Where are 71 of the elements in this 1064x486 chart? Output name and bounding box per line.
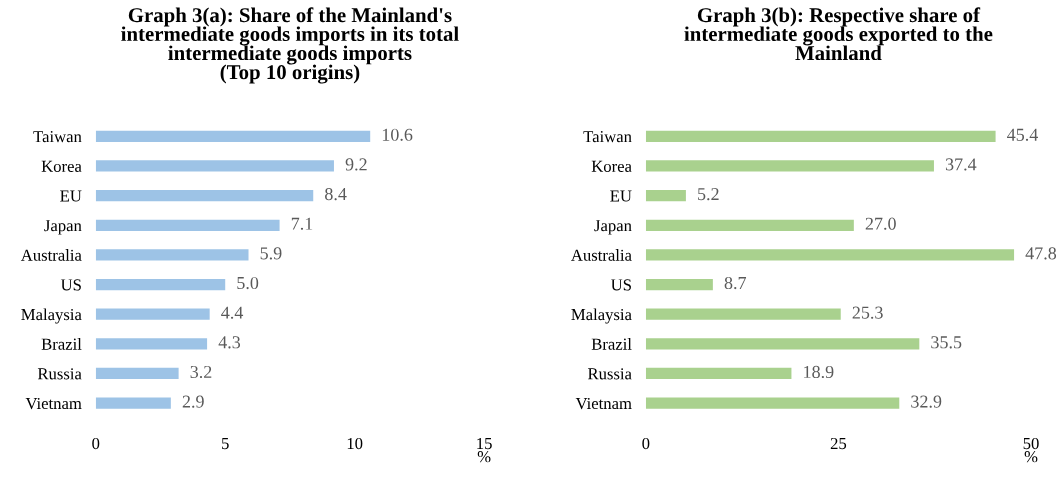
y-tick-label: Japan — [44, 220, 82, 235]
y-tick-label: Vietnam — [25, 397, 82, 410]
data-label: 32.9 — [911, 395, 942, 408]
y-tick-label: Japan — [594, 220, 632, 235]
x-tick-label: 5 — [222, 438, 229, 450]
x-axis-title: % — [1024, 451, 1038, 463]
bar — [645, 278, 713, 291]
chart-title: Graph 3(a): Share of the Mainland's intermediate goods imports in its total intermediate goods imports (Top 10 origins) — [121, 7, 459, 84]
data-label: 7.1 — [291, 217, 313, 230]
y-tick-label: Malaysia — [571, 308, 632, 324]
y-tick-label: EU — [610, 190, 632, 202]
y-tick-label: Brazil — [41, 338, 82, 350]
data-label: 27.0 — [865, 217, 896, 230]
y-tick-label: Korea — [41, 160, 82, 172]
bar — [645, 219, 854, 231]
y-tick-label: Malaysia — [21, 308, 82, 324]
data-label: 8.7 — [724, 276, 747, 290]
bar — [645, 338, 920, 350]
bar — [95, 249, 249, 261]
x-tick-label: 10 — [347, 437, 363, 450]
data-label: 3.2 — [190, 365, 212, 379]
data-label: 45.4 — [1007, 128, 1039, 141]
bar — [645, 397, 900, 409]
y-tick-label: Australia — [571, 249, 632, 261]
bar — [95, 338, 208, 350]
bar — [95, 397, 171, 409]
bar — [645, 160, 934, 172]
bar — [95, 219, 280, 231]
x-tick-label: 0 — [92, 437, 100, 450]
data-label: 37.4 — [945, 158, 977, 171]
data-label: 10.6 — [382, 128, 413, 141]
chart-title: Graph 3(b): Respective share of intermediate goods exported to the Mainland — [684, 7, 993, 61]
y-tick-label: EU — [60, 190, 82, 202]
data-label: 47.8 — [1025, 247, 1057, 260]
data-label: 9.2 — [345, 158, 367, 171]
bar — [645, 249, 1015, 261]
y-tick-label: US — [60, 279, 81, 291]
bar — [645, 367, 792, 380]
x-tick-label: 15 — [477, 437, 492, 450]
y-tick-label: Korea — [591, 160, 632, 172]
y-tick-label: Australia — [20, 249, 82, 261]
y-tick-label: Taiwan — [583, 131, 632, 143]
bar — [95, 308, 210, 320]
y-tick-label: Russia — [37, 368, 82, 380]
x-tick-label: 50 — [1023, 437, 1039, 450]
bar — [95, 367, 179, 380]
x-tick-label: 0 — [642, 437, 650, 450]
x-axis-title: % — [477, 451, 491, 463]
y-tick-label: Brazil — [591, 338, 632, 350]
data-label: 4.4 — [221, 306, 244, 319]
bar — [645, 308, 841, 320]
bar — [95, 160, 334, 172]
data-label: 4.3 — [218, 336, 241, 349]
data-label: 8.4 — [325, 187, 347, 201]
data-label: 18.9 — [804, 365, 834, 379]
y-tick-label: Taiwan — [33, 131, 82, 143]
data-label: 5.0 — [237, 276, 259, 290]
x-tick-label: 25 — [830, 437, 847, 450]
y-tick-label: US — [611, 279, 631, 291]
bar — [95, 189, 314, 202]
y-tick-label: Vietnam — [575, 397, 632, 410]
data-label: 5.9 — [260, 247, 282, 260]
data-label: 35.5 — [931, 336, 962, 349]
bar — [645, 189, 686, 202]
bar — [645, 130, 996, 142]
y-tick-label: Russia — [587, 368, 632, 380]
data-label: 25.3 — [852, 306, 883, 319]
data-label: 5.2 — [698, 188, 719, 201]
bar — [95, 278, 226, 291]
bar — [95, 130, 371, 142]
data-label: 2.9 — [182, 395, 204, 408]
